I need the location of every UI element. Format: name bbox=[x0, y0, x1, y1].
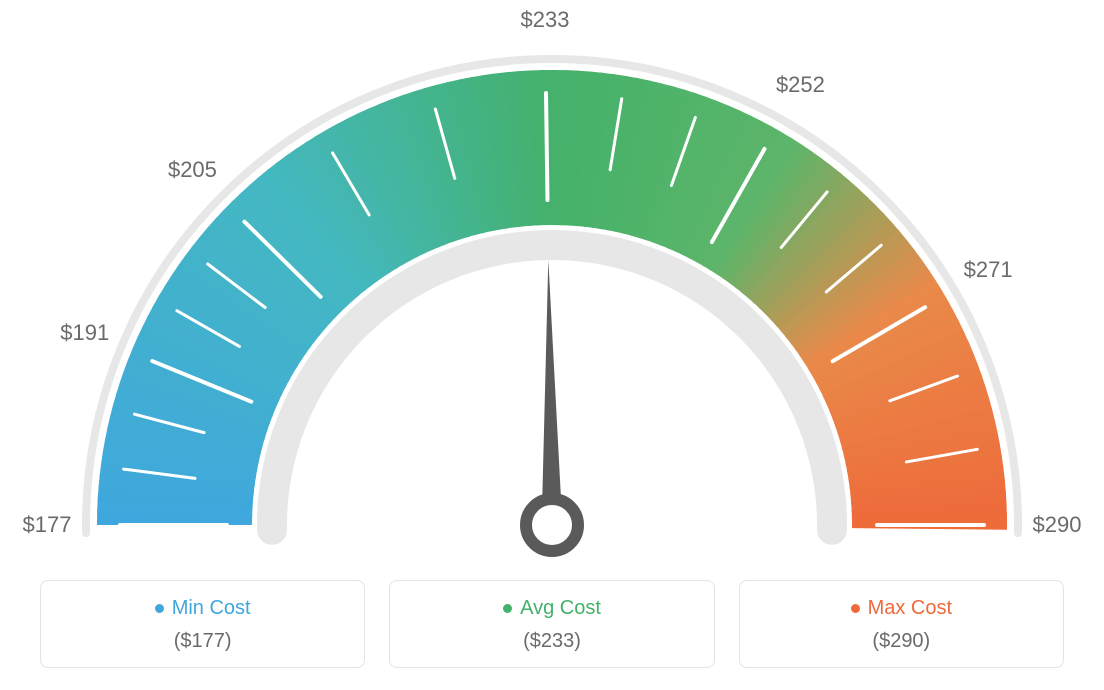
legend-title-avg-text: Avg Cost bbox=[520, 597, 601, 620]
gauge-tick-label: $252 bbox=[776, 72, 825, 98]
legend-card-max: Max Cost ($290) bbox=[739, 580, 1064, 668]
legend-row: Min Cost ($177) Avg Cost ($233) Max Cost… bbox=[40, 580, 1064, 668]
legend-title-max-text: Max Cost bbox=[868, 597, 952, 620]
legend-title-max: Max Cost bbox=[851, 597, 952, 620]
legend-title-min: Min Cost bbox=[155, 597, 251, 620]
gauge-tick-label: $271 bbox=[964, 257, 1013, 283]
legend-card-min: Min Cost ($177) bbox=[40, 580, 365, 668]
gauge-tick-label: $177 bbox=[23, 512, 72, 538]
legend-value-avg: ($233) bbox=[400, 630, 703, 653]
gauge-tick-label: $205 bbox=[168, 157, 217, 183]
gauge-tick-label: $191 bbox=[60, 320, 109, 346]
gauge-chart: $177 $191 $205 $233 $252 $271 $290 bbox=[0, 0, 1104, 560]
gauge-svg bbox=[0, 0, 1104, 560]
legend-dot-max bbox=[851, 604, 860, 613]
legend-title-min-text: Min Cost bbox=[172, 597, 251, 620]
legend-dot-avg bbox=[503, 604, 512, 613]
legend-title-avg: Avg Cost bbox=[503, 597, 601, 620]
gauge-tick-label: $233 bbox=[520, 7, 569, 33]
legend-value-min: ($177) bbox=[51, 630, 354, 653]
legend-dot-min bbox=[155, 604, 164, 613]
legend-value-max: ($290) bbox=[750, 630, 1053, 653]
legend-card-avg: Avg Cost ($233) bbox=[389, 580, 714, 668]
gauge-tick-label: $290 bbox=[1033, 512, 1082, 538]
